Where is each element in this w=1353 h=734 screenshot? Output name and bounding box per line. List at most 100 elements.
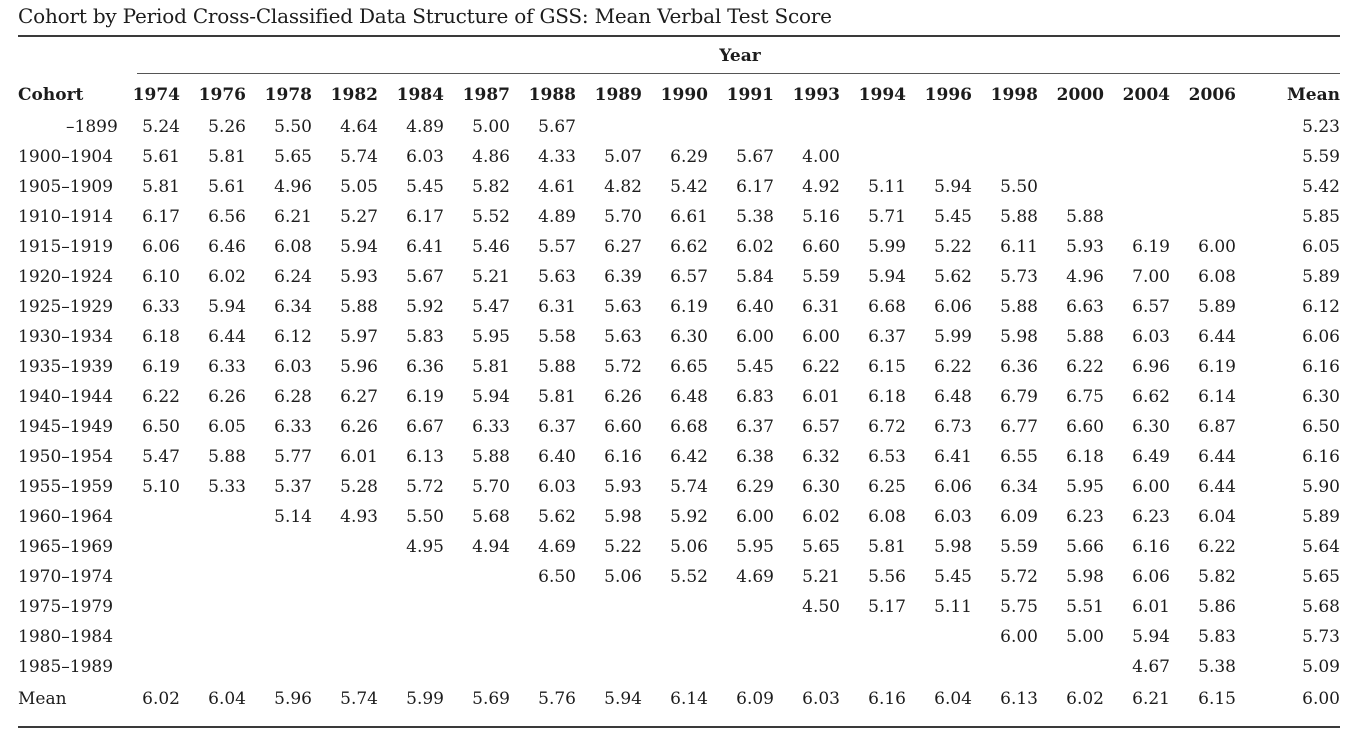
score-cell: 5.07	[604, 147, 642, 167]
cohort-label: 1950–1954	[18, 447, 114, 467]
score-cell: 5.98	[604, 507, 642, 527]
score-cell	[854, 622, 920, 652]
score-cell: 6.77	[1000, 417, 1038, 437]
score-cell: 5.65	[802, 537, 840, 557]
row-mean-cell: 5.59	[1302, 147, 1340, 167]
score-cell: 6.03	[934, 507, 972, 527]
score-cell: 5.33	[208, 477, 246, 497]
score-cell: 5.74	[340, 147, 378, 167]
score-cell: 6.19	[1198, 357, 1236, 377]
score-cell: 6.49	[1132, 447, 1170, 467]
score-cell: 5.69	[472, 689, 510, 709]
score-cell: 5.76	[538, 689, 576, 709]
row-mean-cell: 6.05	[1302, 237, 1340, 257]
score-cell: 5.62	[538, 507, 576, 527]
score-cell: 5.72	[406, 477, 444, 497]
score-cell: 6.14	[1198, 387, 1236, 407]
score-cell: 6.60	[802, 237, 840, 257]
score-cell: 6.33	[142, 297, 180, 317]
score-cell: 5.17	[868, 597, 906, 617]
table-body: –1899 5.24 5.26 5.50 4.64 4.89 5.00 5.67 5.23 190…	[18, 112, 1340, 716]
score-cell: 5.83	[406, 327, 444, 347]
score-cell: 5.84	[736, 267, 774, 287]
score-cell: 5.56	[868, 567, 906, 587]
score-cell: 6.16	[868, 689, 906, 709]
score-cell: 6.06	[934, 477, 972, 497]
score-cell: 5.88	[472, 447, 510, 467]
score-cell: 6.18	[142, 327, 180, 347]
score-cell: 5.81	[142, 177, 180, 197]
year-header: 1991	[726, 85, 774, 105]
score-cell: 5.61	[142, 147, 180, 167]
row-mean-cell: 6.50	[1302, 417, 1340, 437]
score-cell: 6.22	[1066, 357, 1104, 377]
score-cell: 6.26	[340, 417, 378, 437]
score-cell: 6.15	[1198, 689, 1236, 709]
score-cell	[788, 622, 854, 652]
row-mean-cell: 5.42	[1302, 177, 1340, 197]
score-cell: 6.41	[406, 237, 444, 257]
mean-row-label: Mean	[18, 689, 67, 709]
score-cell: 6.29	[736, 477, 774, 497]
score-cell: 5.81	[208, 147, 246, 167]
cohort-label: 1935–1939	[18, 357, 114, 377]
score-cell: 6.05	[208, 417, 246, 437]
score-cell	[458, 652, 524, 682]
cohort-label: 1970–1974	[18, 567, 114, 587]
row-mean-cell: 6.16	[1302, 447, 1340, 467]
score-cell	[326, 592, 392, 622]
score-cell	[722, 652, 788, 682]
score-cell: 6.24	[274, 267, 312, 287]
score-cell	[1052, 652, 1118, 682]
score-cell: 6.17	[142, 207, 180, 227]
score-cell: 5.77	[274, 447, 312, 467]
year-spanner-rule	[137, 73, 1340, 74]
table-row: 1955–1959 5.10 5.33 5.37 5.28 5.72 5.70 6.03 5.9…	[18, 472, 1340, 502]
score-cell: 5.92	[670, 507, 708, 527]
score-cell	[128, 562, 194, 592]
score-cell: 5.50	[1000, 177, 1038, 197]
mean-header: Mean	[1286, 85, 1340, 105]
score-cell: 6.00	[736, 507, 774, 527]
score-cell	[656, 622, 722, 652]
score-cell: 4.00	[802, 147, 840, 167]
mean-row: Mean 6.02 6.04 5.96 5.74 5.99 5.69 5.76 5.94 6.14…	[18, 682, 1340, 716]
year-header: 1976	[198, 85, 246, 105]
score-cell: 6.55	[1000, 447, 1038, 467]
score-cell: 5.71	[868, 207, 906, 227]
score-cell: 6.17	[406, 207, 444, 227]
score-cell: 5.94	[208, 297, 246, 317]
score-cell: 4.86	[472, 147, 510, 167]
score-cell: 6.03	[274, 357, 312, 377]
score-cell: 6.01	[1132, 597, 1170, 617]
table-row: 1935–1939 6.19 6.33 6.03 5.96 6.36 5.81 5.88 5.7…	[18, 352, 1340, 382]
score-cell: 6.00	[1132, 477, 1170, 497]
score-cell	[326, 532, 392, 562]
score-cell	[458, 622, 524, 652]
score-cell: 5.63	[604, 327, 642, 347]
score-cell: 6.04	[934, 689, 972, 709]
score-cell: 6.30	[1132, 417, 1170, 437]
score-cell: 6.96	[1132, 357, 1170, 377]
score-cell: 6.03	[802, 689, 840, 709]
row-mean-cell: 5.09	[1302, 657, 1340, 677]
score-cell: 5.11	[868, 177, 906, 197]
cohort-label: 1960–1964	[18, 507, 114, 527]
score-cell: 4.69	[538, 537, 576, 557]
score-cell: 5.11	[934, 597, 972, 617]
score-cell: 5.06	[670, 537, 708, 557]
score-cell	[326, 562, 392, 592]
score-cell: 6.87	[1198, 417, 1236, 437]
score-cell: 6.10	[142, 267, 180, 287]
score-cell	[326, 622, 392, 652]
score-cell: 5.21	[472, 267, 510, 287]
score-cell: 6.50	[538, 567, 576, 587]
score-cell: 6.57	[670, 267, 708, 287]
score-cell: 5.16	[802, 207, 840, 227]
score-cell: 6.19	[142, 357, 180, 377]
score-cell	[1052, 112, 1118, 142]
score-cell: 4.64	[340, 117, 378, 137]
score-cell: 5.67	[538, 117, 576, 137]
score-cell: 5.06	[604, 567, 642, 587]
score-cell	[1184, 202, 1250, 232]
